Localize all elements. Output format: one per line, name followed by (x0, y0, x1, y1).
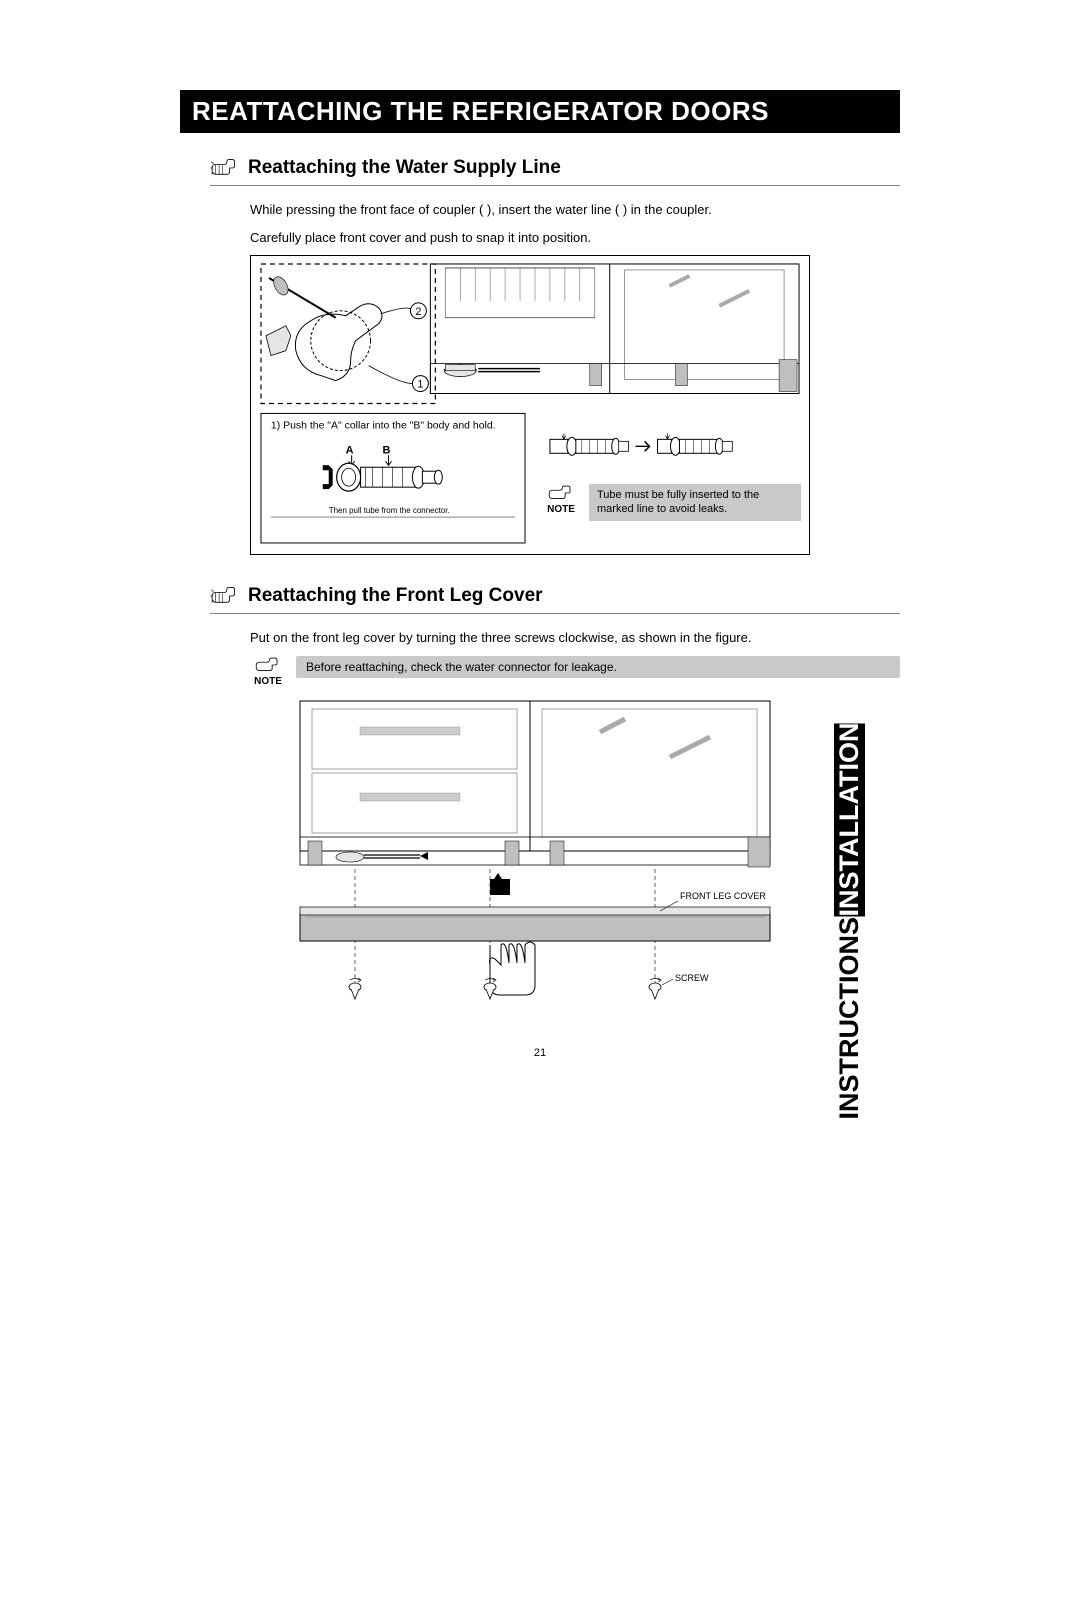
pointing-hand-icon (210, 585, 238, 607)
note-text: Before reattaching, check the water conn… (296, 656, 900, 678)
main-title: REATTACHING THE REFRIGERATOR DOORS (192, 96, 769, 126)
section-heading: Reattaching the Water Supply Line (210, 157, 900, 186)
note-label: NOTE (254, 676, 282, 687)
callout-pull-text: Then pull tube from the connector. (329, 506, 450, 515)
inner-note: NOTE Tube must be fully inserted to the … (543, 484, 801, 521)
pointing-hand-icon (254, 656, 282, 674)
side-label-part1: INSTALLATION (834, 723, 865, 917)
main-title-bar: REATTACHING THE REFRIGERATOR DOORS (180, 90, 900, 133)
section2-para1: Put on the front leg cover by turning th… (250, 628, 900, 648)
section-water-supply: Reattaching the Water Supply Line While … (180, 157, 900, 555)
note-icon-col: NOTE (543, 484, 579, 515)
page: REATTACHING THE REFRIGERATOR DOORS Reatt… (180, 90, 900, 1059)
label-screw: SCREW (675, 973, 709, 983)
section1-para1: While pressing the front face of coupler… (250, 200, 900, 220)
pointing-hand-icon (210, 157, 238, 179)
note-text: Tube must be fully inserted to the marke… (589, 484, 801, 521)
section1-para2: Carefully place front cover and push to … (250, 228, 900, 248)
section-heading: Reattaching the Front Leg Cover (210, 585, 900, 614)
section-title: Reattaching the Water Supply Line (248, 157, 561, 179)
side-category-label: INSTRUCTIONSINSTALLATION (830, 715, 900, 1127)
note-label: NOTE (547, 504, 575, 515)
leg-cover-diagram-svg: FRONT LEG COVER (250, 697, 810, 1017)
pointing-hand-icon (547, 484, 575, 502)
circled-2: 2 (415, 306, 421, 318)
section-title: Reattaching the Front Leg Cover (248, 585, 543, 607)
diagram-water-supply: 2 1 1) Push the "A" collar into the "B" … (250, 255, 810, 555)
label-b: B (383, 444, 391, 456)
label-a: A (346, 444, 354, 456)
diagram-leg-cover: FRONT LEG COVER (250, 697, 810, 1017)
section-front-leg-cover: Reattaching the Front Leg Cover Put on t… (180, 585, 900, 1017)
page-number: 21 (180, 1047, 900, 1059)
callout-push-text: 1) Push the "A" collar into the "B" body… (271, 420, 496, 431)
note-row: NOTE Before reattaching, check the water… (250, 656, 900, 687)
side-label-part2: INSTRUCTIONS (834, 917, 865, 1120)
note-icon-col: NOTE (250, 656, 286, 687)
circled-1: 1 (417, 379, 423, 391)
label-front-leg-cover: FRONT LEG COVER (680, 891, 766, 901)
